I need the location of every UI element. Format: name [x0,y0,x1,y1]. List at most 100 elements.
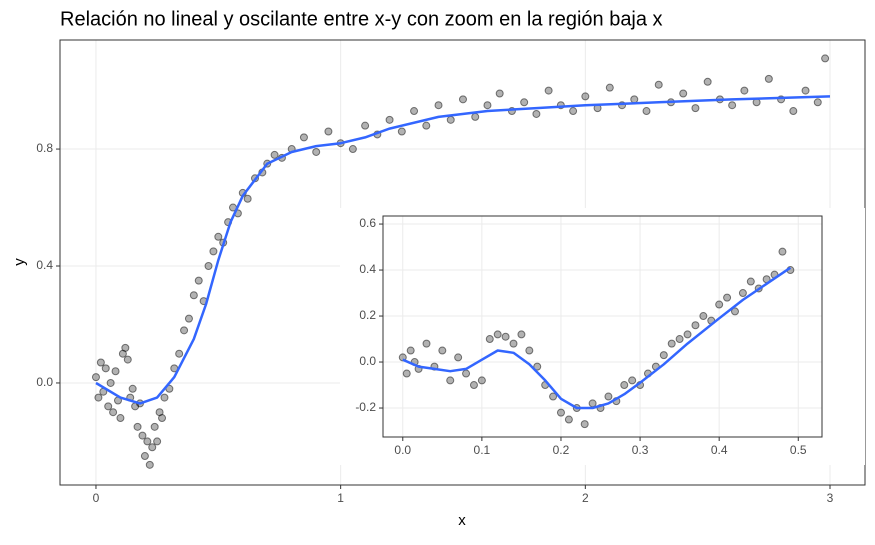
data-point [106,378,115,387]
data-point [525,346,534,355]
data-point [406,346,415,355]
y-tick-label: 0.0 [36,375,53,389]
data-point [730,307,739,316]
smooth-line [402,266,792,410]
y-tick-label: 0.0 [359,354,376,368]
data-point [397,127,406,136]
data-point [630,95,639,104]
data-point [143,437,152,446]
data-point [778,247,787,256]
data-point [361,121,370,130]
y-tick-label: 0.2 [359,308,376,322]
data-point [454,353,463,362]
data-point [679,89,688,98]
data-point [532,109,541,118]
data-point [715,300,724,309]
data-point [683,330,692,339]
data-point [458,95,467,104]
data-point [150,422,159,431]
data-point [569,107,578,116]
data-point [469,381,478,390]
data-point [667,339,676,348]
data-point [434,101,443,110]
data-point [109,408,118,417]
y-tick-label: 0.8 [36,141,53,155]
data-point [654,80,663,89]
data-point [446,115,455,124]
y-tick-label: 0.4 [359,262,376,276]
data-point [385,115,394,124]
inset-background [340,208,865,465]
data-point [438,346,447,355]
y-axis-label: y [11,258,28,266]
x-tick-label: 0 [93,491,100,505]
data-point [691,321,700,330]
data-point [764,74,773,83]
x-tick-label: 0.2 [553,443,570,457]
data-point [145,460,154,469]
data-point [723,293,732,302]
data-point [104,402,113,411]
data-point [789,107,798,116]
data-point [699,312,708,321]
data-point [581,92,590,101]
data-point [740,86,749,95]
x-tick-label: 0.3 [632,443,649,457]
data-point [517,330,526,339]
data-point [520,98,529,107]
data-point [158,414,167,423]
x-tick-label: 0.4 [711,443,728,457]
data-point [422,339,431,348]
data-point [604,392,613,401]
data-point [675,335,684,344]
data-point [738,289,747,298]
data-point [175,349,184,358]
data-point [189,291,198,300]
data-point [348,145,357,154]
data-point [243,194,252,203]
data-point [121,343,130,352]
y-tick-label: -0.2 [355,400,376,414]
data-point [128,384,137,393]
data-point [140,452,149,461]
data-point [410,107,419,116]
data-point [659,351,668,360]
data-point [160,393,169,402]
data-point [477,376,486,385]
plot-border [382,215,823,438]
data-point [96,358,105,367]
data-point [116,414,125,423]
data-point [620,381,629,390]
data-point [471,112,480,121]
y-tick-label: 0.6 [359,216,376,230]
data-point [133,422,142,431]
data-point [813,98,822,107]
data-point [495,89,504,98]
data-point [801,86,810,95]
data-point [153,437,162,446]
data-point [402,369,411,378]
data-point [101,364,110,373]
data-point [821,54,830,63]
data-point [299,133,308,142]
data-point [746,277,755,286]
data-point [483,101,492,110]
x-axis-label: x [458,512,466,529]
data-point [605,83,614,92]
data-point [180,326,189,335]
data-point [184,314,193,323]
y-tick-label: 0.4 [36,258,53,272]
data-point [422,121,431,130]
data-point [703,77,712,86]
x-tick-label: 0.5 [790,443,807,457]
data-point [123,355,132,364]
data-point [270,150,279,159]
chart-title: Relación no lineal y oscilante entre x-y… [60,8,663,30]
data-point [446,376,455,385]
data-point [509,339,518,348]
data-point [111,367,120,376]
data-point [324,127,333,136]
smooth-line [95,95,831,405]
data-point [556,408,565,417]
data-point [138,431,147,440]
